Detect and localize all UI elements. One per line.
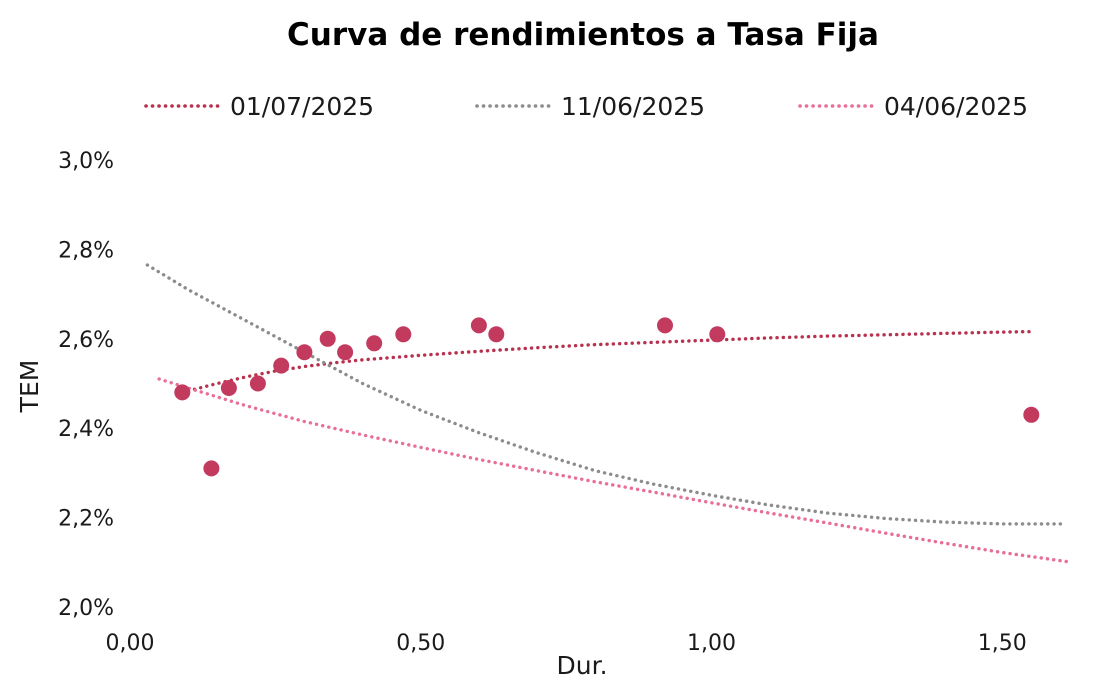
data-point bbox=[296, 344, 313, 361]
legend-label: 01/07/2025 bbox=[230, 92, 374, 121]
data-point bbox=[174, 384, 191, 401]
x-tick-label: 0,00 bbox=[106, 631, 155, 656]
chart-title: Curva de rendimientos a Tasa Fija bbox=[287, 17, 879, 53]
legend: 01/07/2025 11/06/2025 04/06/2025 bbox=[144, 92, 1028, 121]
y-tick-label: 2,0% bbox=[58, 596, 114, 621]
legend-label: 04/06/2025 bbox=[884, 92, 1028, 121]
data-point bbox=[249, 375, 266, 392]
x-tick-label: 0,50 bbox=[396, 631, 445, 656]
y-tick-label: 2,4% bbox=[58, 417, 114, 442]
data-point bbox=[366, 335, 383, 352]
data-point bbox=[273, 357, 290, 374]
series-line-2 bbox=[157, 377, 1074, 564]
data-point bbox=[488, 326, 505, 343]
data-point bbox=[470, 317, 487, 334]
y-tick-label: 3,0% bbox=[58, 149, 114, 174]
legend-label: 11/06/2025 bbox=[561, 92, 705, 121]
data-point bbox=[657, 317, 673, 334]
series-line-0 bbox=[180, 329, 1034, 395]
scatter-points bbox=[174, 317, 1040, 477]
data-point bbox=[709, 326, 726, 343]
legend-item-2: 04/06/2025 bbox=[798, 92, 1028, 121]
x-axis-title: Dur. bbox=[556, 651, 607, 680]
y-tick-label: 2,8% bbox=[58, 238, 114, 263]
data-point bbox=[319, 330, 336, 347]
series-line-1 bbox=[145, 263, 1063, 526]
y-axis-ticks: 2,0% 2,2% 2,4% 2,6% 2,8% 3,0% bbox=[58, 149, 114, 621]
data-point bbox=[220, 380, 237, 396]
x-tick-label: 1,00 bbox=[687, 631, 736, 656]
y-axis-title: TEM bbox=[15, 360, 44, 414]
data-point bbox=[1023, 406, 1040, 423]
y-tick-label: 2,6% bbox=[58, 328, 114, 353]
legend-item-0: 01/07/2025 bbox=[144, 92, 374, 121]
x-axis-ticks: 0,00 0,50 1,00 1,50 bbox=[106, 631, 1027, 656]
data-point bbox=[203, 460, 220, 477]
x-tick-label: 1,50 bbox=[978, 631, 1027, 656]
series-lines bbox=[145, 263, 1074, 564]
data-point bbox=[395, 326, 412, 343]
y-tick-label: 2,2% bbox=[58, 507, 114, 532]
legend-item-1: 11/06/2025 bbox=[475, 92, 705, 121]
data-point bbox=[337, 344, 354, 361]
